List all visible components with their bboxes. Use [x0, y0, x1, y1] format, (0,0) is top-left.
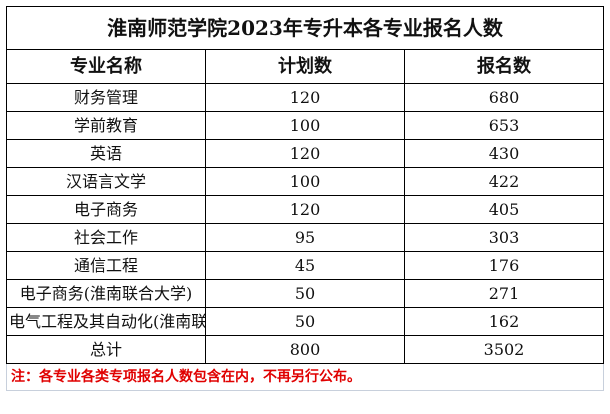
cell-applicants: 680	[404, 83, 604, 112]
cell-major: 电子商务(淮南联合大学)	[6, 279, 206, 308]
table-row: 英语 120 430	[6, 139, 604, 168]
table-body: 财务管理 120 680 学前教育 100 653 英语 120 430 汉语言文学 100 422 电…	[6, 83, 604, 364]
cell-major: 通信工程	[6, 251, 206, 280]
cell-plan: 50	[205, 307, 405, 336]
table-row: 通信工程 45 176	[6, 251, 604, 280]
cell-plan: 50	[205, 279, 405, 308]
cell-applicants: 303	[404, 223, 604, 252]
table-row: 社会工作 95 303	[6, 223, 604, 252]
header-row: 专业名称 计划数 报名数	[6, 49, 604, 84]
cell-plan: 100	[205, 111, 405, 140]
cell-plan: 95	[205, 223, 405, 252]
cell-major: 社会工作	[6, 223, 206, 252]
header-major: 专业名称	[6, 49, 206, 84]
cell-major: 总计	[6, 335, 206, 364]
cell-applicants: 3502	[404, 335, 604, 364]
title-row: 淮南师范学院2023年专升本各专业报名人数	[6, 6, 604, 50]
cell-plan: 800	[205, 335, 405, 364]
cell-major: 学前教育	[6, 111, 206, 140]
cell-major: 英语	[6, 139, 206, 168]
cell-applicants: 422	[404, 167, 604, 196]
cell-applicants: 430	[404, 139, 604, 168]
page-content: 淮南师范学院2023年专升本各专业报名人数 专业名称 计划数 报名数 财务管理 1…	[6, 6, 604, 391]
cell-applicants: 271	[404, 279, 604, 308]
table-row: 财务管理 120 680	[6, 83, 604, 112]
footnote: 注：各专业各类专项报名人数包含在内，不再另行公布。	[6, 364, 604, 391]
cell-major: 电子商务	[6, 195, 206, 224]
table-title: 淮南师范学院2023年专升本各专业报名人数	[6, 6, 604, 50]
cell-applicants: 653	[404, 111, 604, 140]
cell-major: 汉语言文学	[6, 167, 206, 196]
table-row: 学前教育 100 653	[6, 111, 604, 140]
cell-plan: 100	[205, 167, 405, 196]
registration-table: 淮南师范学院2023年专升本各专业报名人数 专业名称 计划数 报名数 财务管理 1…	[6, 6, 604, 364]
cell-plan: 120	[205, 139, 405, 168]
table-row: 电子商务 120 405	[6, 195, 604, 224]
table-row: 电子商务(淮南联合大学) 50 271	[6, 279, 604, 308]
header-applicants: 报名数	[404, 49, 604, 84]
cell-major: 电气工程及其自动化(淮南联合大学)	[6, 307, 206, 336]
cell-plan: 120	[205, 195, 405, 224]
cell-applicants: 405	[404, 195, 604, 224]
cell-applicants: 176	[404, 251, 604, 280]
cell-applicants: 162	[404, 307, 604, 336]
table-row: 总计 800 3502	[6, 335, 604, 364]
table-row: 汉语言文学 100 422	[6, 167, 604, 196]
cell-plan: 45	[205, 251, 405, 280]
cell-major: 财务管理	[6, 83, 206, 112]
header-plan: 计划数	[205, 49, 405, 84]
cell-plan: 120	[205, 83, 405, 112]
